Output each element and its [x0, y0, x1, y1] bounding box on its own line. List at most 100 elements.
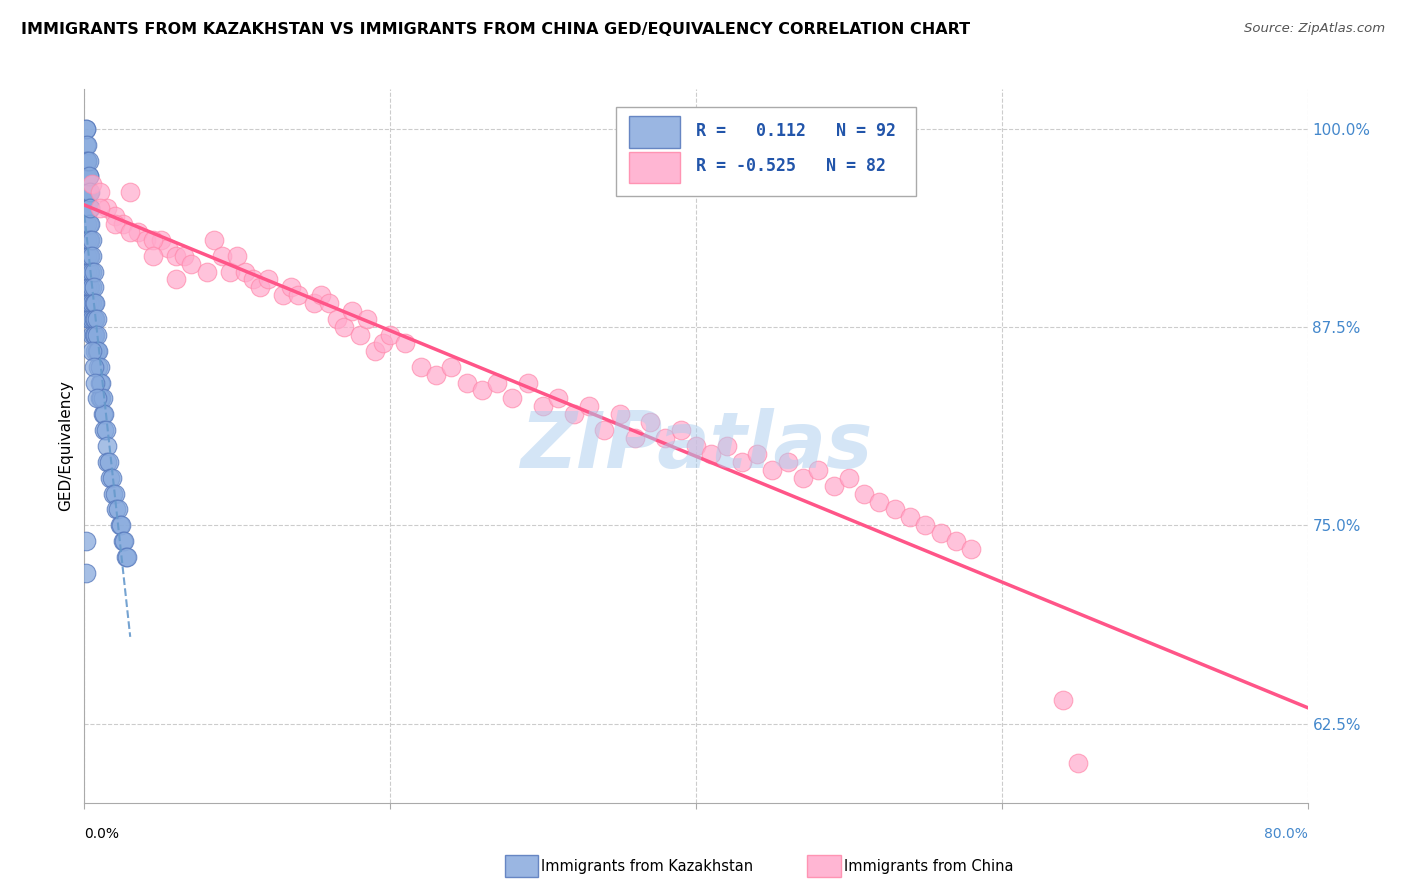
Point: [142, 249, 165, 263]
Point: [76, 153, 98, 168]
Point: [356, 312, 378, 326]
Point: [84, 296, 107, 310]
Point: [142, 233, 165, 247]
Point: [456, 376, 478, 390]
Text: Immigrants from Kazakhstan: Immigrants from Kazakhstan: [541, 859, 754, 873]
Point: [1052, 692, 1074, 706]
Point: [83, 359, 105, 374]
Text: Source: ZipAtlas.com: Source: ZipAtlas.com: [1244, 22, 1385, 36]
Point: [79, 249, 101, 263]
Point: [578, 400, 600, 414]
Point: [929, 526, 952, 541]
Point: [86, 328, 108, 343]
Point: [945, 534, 967, 549]
Point: [79, 201, 101, 215]
Point: [76, 264, 98, 278]
Point: [249, 280, 271, 294]
Point: [115, 549, 138, 564]
Point: [77, 169, 100, 184]
Point: [97, 455, 120, 469]
Point: [531, 400, 554, 414]
Point: [77, 280, 100, 294]
Point: [112, 534, 135, 549]
Point: [593, 423, 616, 437]
Point: [77, 312, 100, 326]
Point: [94, 423, 117, 437]
Point: [80, 312, 103, 326]
Point: [173, 249, 195, 263]
Point: [105, 502, 128, 516]
Point: [669, 423, 692, 437]
Point: [90, 392, 112, 406]
Point: [242, 272, 264, 286]
Point: [80, 178, 103, 192]
Point: [83, 328, 105, 343]
Point: [271, 288, 294, 302]
Point: [75, 169, 97, 184]
Point: [93, 423, 115, 437]
Point: [76, 186, 98, 200]
Point: [101, 471, 124, 485]
Point: [84, 376, 107, 390]
Point: [380, 328, 402, 343]
Point: [80, 343, 103, 358]
Point: [76, 217, 98, 231]
Point: [440, 359, 463, 374]
Point: [83, 312, 105, 326]
Point: [80, 249, 103, 263]
Point: [624, 431, 647, 445]
Point: [165, 249, 187, 263]
Point: [287, 288, 309, 302]
Point: [79, 312, 101, 326]
Point: [202, 233, 225, 247]
Text: 0.0%: 0.0%: [84, 827, 120, 841]
Point: [233, 264, 256, 278]
Point: [157, 241, 180, 255]
Point: [853, 486, 876, 500]
Point: [349, 328, 371, 343]
Point: [502, 392, 524, 406]
Point: [89, 376, 111, 390]
FancyBboxPatch shape: [616, 107, 917, 196]
Point: [700, 447, 723, 461]
Point: [76, 280, 98, 294]
Point: [425, 368, 447, 382]
Point: [226, 249, 249, 263]
Text: 80.0%: 80.0%: [1264, 827, 1308, 841]
Point: [716, 439, 738, 453]
Point: [96, 201, 118, 215]
Point: [79, 217, 101, 231]
Point: [340, 304, 363, 318]
Text: IMMIGRANTS FROM KAZAKHSTAN VS IMMIGRANTS FROM CHINA GED/EQUIVALENCY CORRELATION : IMMIGRANTS FROM KAZAKHSTAN VS IMMIGRANTS…: [21, 22, 970, 37]
Point: [409, 359, 432, 374]
Point: [77, 217, 100, 231]
Point: [77, 169, 100, 184]
Point: [257, 272, 280, 286]
Point: [98, 471, 121, 485]
Point: [108, 518, 131, 533]
Point: [75, 153, 97, 168]
Point: [654, 431, 676, 445]
Point: [80, 264, 103, 278]
Point: [471, 384, 494, 398]
Point: [516, 376, 538, 390]
Point: [211, 249, 233, 263]
Point: [75, 566, 97, 580]
Point: [79, 280, 101, 294]
Point: [80, 280, 103, 294]
Point: [77, 249, 100, 263]
Point: [776, 455, 799, 469]
Point: [731, 455, 754, 469]
Point: [110, 518, 132, 533]
Point: [89, 359, 111, 374]
Text: R =   0.112   N = 92: R = 0.112 N = 92: [696, 121, 896, 139]
Point: [75, 121, 97, 136]
Point: [79, 296, 101, 310]
Point: [75, 137, 97, 152]
Point: [80, 328, 103, 343]
Point: [104, 486, 127, 500]
Point: [76, 153, 98, 168]
Point: [547, 392, 569, 406]
Point: [84, 328, 107, 343]
Point: [685, 439, 707, 453]
